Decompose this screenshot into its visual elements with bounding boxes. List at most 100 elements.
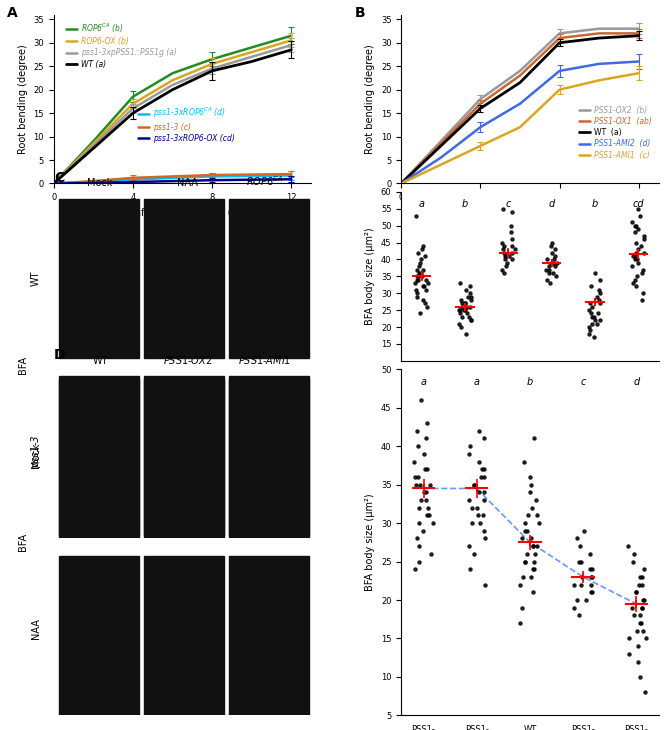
Point (638, 594, 648, 606)
Point (628, 548, 639, 560)
Point (638, 247, 649, 258)
Point (635, 610, 646, 621)
Text: BFA: BFA (18, 356, 28, 374)
Point (460, 304, 470, 316)
Bar (228, 199, 308, 358)
Text: c: c (505, 199, 511, 209)
Point (550, 250, 560, 262)
Point (522, 525, 533, 537)
X-axis label: Time after reorientation (hour): Time after reorientation (hour) (108, 208, 257, 218)
Point (628, 277, 638, 289)
Text: D: D (54, 348, 65, 362)
Point (419, 486, 429, 498)
Text: a: a (419, 199, 425, 209)
Point (522, 510, 533, 521)
Point (500, 250, 511, 262)
Point (585, 579, 596, 591)
Point (515, 618, 526, 629)
Point (454, 304, 465, 316)
Point (412, 271, 423, 283)
Point (466, 294, 476, 306)
Point (629, 253, 640, 265)
Point (501, 257, 512, 269)
Point (457, 298, 468, 310)
Text: WT: WT (31, 271, 41, 286)
Point (455, 321, 466, 333)
Point (573, 610, 584, 621)
Point (569, 579, 579, 591)
Point (636, 618, 646, 629)
Point (421, 464, 432, 475)
Point (457, 311, 468, 323)
Point (413, 502, 424, 513)
Point (409, 456, 419, 467)
Point (631, 237, 642, 248)
Point (589, 315, 600, 326)
Point (627, 602, 638, 613)
Point (524, 471, 535, 483)
Point (459, 304, 470, 316)
Point (425, 479, 435, 491)
Text: BFA: BFA (18, 533, 28, 551)
Point (531, 540, 542, 552)
Bar (144, 556, 224, 715)
Point (638, 625, 649, 637)
Point (421, 433, 431, 445)
Point (507, 240, 517, 252)
Y-axis label: BFA body size (μm²): BFA body size (μm²) (366, 493, 375, 591)
Point (587, 586, 597, 598)
Bar (59, 379, 138, 538)
Point (476, 471, 487, 483)
Point (422, 301, 433, 312)
Point (456, 294, 466, 306)
Point (628, 250, 638, 262)
Point (413, 440, 423, 452)
Point (478, 525, 489, 537)
Point (583, 321, 594, 333)
Point (590, 267, 601, 279)
Point (507, 207, 517, 218)
Point (466, 502, 477, 513)
Point (587, 301, 597, 312)
Point (500, 253, 511, 265)
Point (417, 294, 428, 306)
Point (507, 253, 518, 265)
Point (632, 656, 643, 667)
Point (465, 291, 476, 302)
Point (497, 264, 507, 275)
Point (528, 540, 538, 552)
Point (468, 479, 479, 491)
Point (426, 548, 437, 560)
Point (634, 210, 645, 221)
Point (466, 315, 476, 326)
Point (540, 264, 551, 275)
Point (462, 301, 472, 312)
Point (507, 234, 517, 245)
Point (422, 277, 433, 289)
Point (640, 633, 651, 645)
Point (528, 564, 539, 575)
Point (419, 298, 430, 310)
Point (633, 203, 644, 215)
Point (472, 510, 483, 521)
Text: d: d (548, 199, 554, 209)
Point (415, 257, 425, 269)
Point (464, 564, 475, 575)
Point (639, 594, 650, 606)
Point (628, 556, 638, 567)
Point (528, 540, 538, 552)
Bar (228, 556, 308, 715)
Point (546, 240, 557, 252)
Point (506, 220, 517, 231)
Point (630, 226, 640, 238)
Point (421, 274, 431, 285)
Bar (228, 379, 308, 538)
Point (634, 579, 644, 591)
Point (589, 331, 599, 343)
Point (528, 586, 538, 598)
Point (593, 284, 604, 296)
Point (427, 518, 438, 529)
Text: WT: WT (437, 394, 450, 404)
Point (636, 571, 647, 583)
Text: a: a (421, 377, 427, 387)
